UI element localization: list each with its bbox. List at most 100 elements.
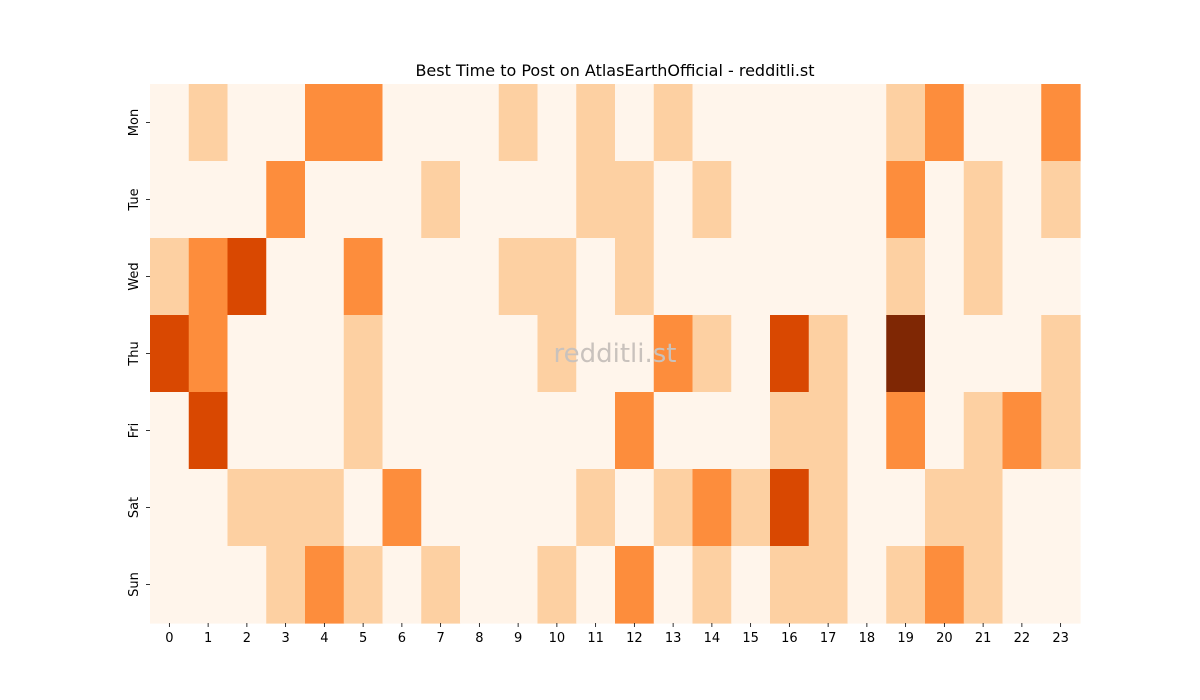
heatmap-cell-tue-0 <box>150 161 190 239</box>
heatmap-cell-thu-20 <box>925 315 965 393</box>
heatmap-cell-fri-18 <box>847 392 887 470</box>
heatmap-cell-wed-19 <box>886 238 926 316</box>
heatmap-cell-thu-15 <box>731 315 771 393</box>
heatmap-cell-tue-6 <box>382 161 422 239</box>
heatmap-cell-wed-18 <box>847 238 887 316</box>
heatmap-cell-sun-20 <box>925 546 965 624</box>
heatmap-cell-sat-22 <box>1002 469 1042 547</box>
x-tick-label-0: 0 <box>165 631 173 646</box>
heatmap-cell-sat-10 <box>537 469 577 547</box>
heatmap-cell-mon-0 <box>150 84 190 162</box>
x-tick-label-15: 15 <box>742 631 759 646</box>
y-tick-label-sun: Sun <box>127 572 142 597</box>
heatmap-cell-wed-2 <box>227 238 267 316</box>
heatmap-cell-sat-12 <box>615 469 655 547</box>
heatmap-cell-sun-23 <box>1041 546 1081 624</box>
heatmap-cell-tue-3 <box>266 161 306 239</box>
heatmap-cell-mon-4 <box>305 84 345 162</box>
heatmap-cell-sat-6 <box>382 469 422 547</box>
x-tick-label-17: 17 <box>820 631 837 646</box>
heatmap-cell-fri-10 <box>537 392 577 470</box>
heatmap-cell-mon-12 <box>615 84 655 162</box>
heatmap-cell-wed-20 <box>925 238 965 316</box>
heatmap-cell-wed-4 <box>305 238 345 316</box>
x-tick-label-13: 13 <box>665 631 682 646</box>
heatmap-cell-tue-7 <box>421 161 461 239</box>
heatmap-cell-mon-20 <box>925 84 965 162</box>
x-tick-label-7: 7 <box>436 631 444 646</box>
x-tick-label-6: 6 <box>398 631 406 646</box>
heatmap-cell-tue-22 <box>1002 161 1042 239</box>
heatmap-cell-fri-1 <box>188 392 229 470</box>
heatmap-cell-sun-3 <box>266 546 306 624</box>
heatmap-cell-mon-15 <box>731 84 771 162</box>
heatmap-cell-mon-21 <box>963 84 1004 162</box>
heatmap-cell-sat-20 <box>925 469 965 547</box>
heatmap-cell-sun-12 <box>615 546 655 624</box>
heatmap-cell-sat-14 <box>692 469 732 547</box>
y-tick-label-sat: Sat <box>127 497 142 518</box>
y-tick-label-thu: Thu <box>127 341 142 366</box>
heatmap-cell-tue-9 <box>498 161 539 239</box>
heatmap-cell-mon-3 <box>266 84 306 162</box>
heatmap-cell-fri-12 <box>615 392 655 470</box>
heatmap-cell-wed-23 <box>1041 238 1081 316</box>
heatmap-cell-mon-1 <box>188 84 229 162</box>
heatmap-cell-thu-13 <box>653 315 694 393</box>
heatmap-cell-wed-15 <box>731 238 771 316</box>
heatmap-cell-thu-11 <box>576 315 616 393</box>
heatmap-cell-sat-2 <box>227 469 267 547</box>
heatmap-cell-wed-8 <box>460 238 500 316</box>
heatmap-cell-thu-5 <box>343 315 384 393</box>
heatmap-cell-sun-19 <box>886 546 926 624</box>
heatmap-cell-sun-18 <box>847 546 887 624</box>
heatmap-cell-thu-9 <box>498 315 539 393</box>
heatmap-cell-fri-3 <box>266 392 306 470</box>
heatmap-cell-tue-23 <box>1041 161 1081 239</box>
heatmap-cell-thu-4 <box>305 315 345 393</box>
heatmap-cell-fri-5 <box>343 392 384 470</box>
heatmap-cell-fri-11 <box>576 392 616 470</box>
heatmap-cell-fri-7 <box>421 392 461 470</box>
heatmap-cell-wed-6 <box>382 238 422 316</box>
heatmap-cell-sat-16 <box>770 469 810 547</box>
heatmap-cell-fri-13 <box>653 392 694 470</box>
heatmap-cell-wed-7 <box>421 238 461 316</box>
heatmap-cell-wed-11 <box>576 238 616 316</box>
heatmap-cell-sun-13 <box>653 546 694 624</box>
heatmap-cell-sun-15 <box>731 546 771 624</box>
heatmap-cell-mon-9 <box>498 84 539 162</box>
heatmap-cell-wed-17 <box>808 238 849 316</box>
heatmap-cell-fri-0 <box>150 392 190 470</box>
heatmap-cell-mon-8 <box>460 84 500 162</box>
y-tick-label-tue: Tue <box>127 188 142 211</box>
heatmap-cell-sun-2 <box>227 546 267 624</box>
heatmap-cell-tue-21 <box>963 161 1004 239</box>
y-tick-label-fri: Fri <box>127 423 142 439</box>
x-tick-label-22: 22 <box>1014 631 1031 646</box>
x-tick-label-5: 5 <box>359 631 367 646</box>
heatmap-cell-sun-6 <box>382 546 422 624</box>
heatmap-cell-sun-5 <box>343 546 384 624</box>
heatmap-cell-wed-0 <box>150 238 190 316</box>
heatmap-cell-tue-8 <box>460 161 500 239</box>
heatmap-cell-fri-22 <box>1002 392 1042 470</box>
heatmap-cell-thu-22 <box>1002 315 1042 393</box>
heatmap-cell-sun-16 <box>770 546 810 624</box>
heatmap-cell-sun-10 <box>537 546 577 624</box>
x-tick-label-2: 2 <box>243 631 251 646</box>
heatmap-cell-fri-2 <box>227 392 267 470</box>
heatmap-cell-thu-10 <box>537 315 577 393</box>
heatmap-cell-sat-7 <box>421 469 461 547</box>
x-tick-label-20: 20 <box>936 631 953 646</box>
x-tick-label-23: 23 <box>1052 631 1069 646</box>
heatmap-cell-tue-10 <box>537 161 577 239</box>
heatmap-cell-fri-4 <box>305 392 345 470</box>
heatmap-cell-thu-16 <box>770 315 810 393</box>
heatmap-cell-tue-2 <box>227 161 267 239</box>
heatmap-cell-sun-7 <box>421 546 461 624</box>
heatmap-cell-tue-11 <box>576 161 616 239</box>
heatmap-cell-thu-12 <box>615 315 655 393</box>
heatmap-cell-tue-19 <box>886 161 926 239</box>
